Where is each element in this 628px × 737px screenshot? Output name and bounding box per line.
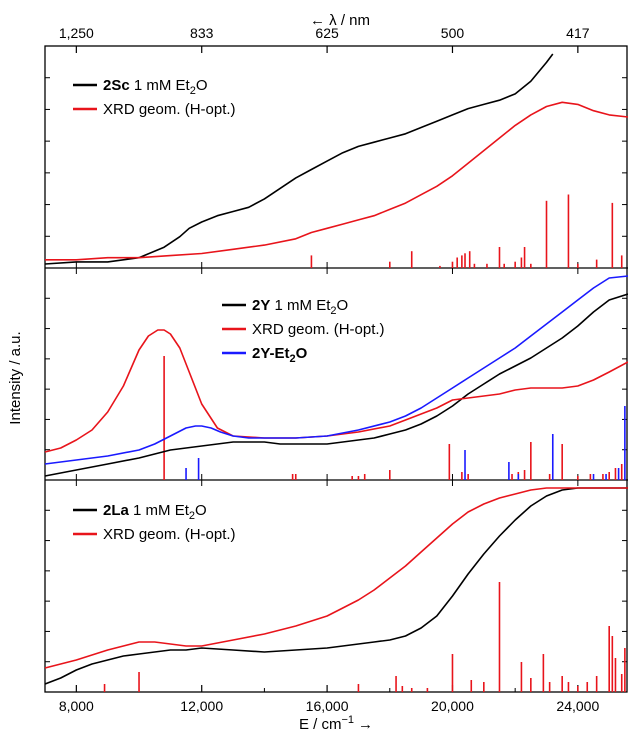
series-line [44, 487, 628, 669]
top-tick-label: 417 [566, 25, 590, 41]
top-axis-title: ← λ / nm [310, 12, 370, 29]
legend-text-part: 1 mM Et [270, 297, 331, 314]
legend-label: 2Y 1 mM Et2O [252, 297, 348, 317]
top-tick-label: 625 [315, 25, 339, 41]
y-axis-title: Intensity / a.u. [7, 331, 24, 424]
series-line [44, 275, 628, 465]
chart-frame [44, 45, 628, 693]
legend-tail: O [196, 77, 208, 94]
series-line [45, 101, 628, 261]
legend-text-part: 1 mM Et [130, 77, 191, 94]
legend-tail: O [296, 345, 308, 362]
top-tick-label: 500 [441, 25, 465, 41]
legend-bold-part: 2Y [252, 297, 270, 314]
x-tick-label: 24,000 [556, 698, 599, 714]
legend-label: XRD geom. (H-opt.) [252, 321, 385, 338]
x-axis-title: E / cm−1 → [299, 714, 373, 733]
legend-subscript: 2 [189, 510, 195, 522]
series-line [44, 53, 554, 265]
legend-bold-part: 2La [103, 502, 130, 519]
legend-bold-part: 2Sc [103, 77, 130, 94]
plot-border [44, 45, 628, 693]
series-line [44, 293, 628, 477]
stick-spectra [103, 194, 626, 692]
legend-subscript: 2 [290, 353, 296, 365]
x-tick-label: 12,000 [180, 698, 223, 714]
series-line [44, 487, 628, 685]
legend-tail: O [337, 297, 349, 314]
legend-label: 2Sc 1 mM Et2O [103, 77, 208, 97]
legend-text-part: XRD geom. (H-opt.) [252, 321, 385, 338]
legend-subscript: 2 [190, 85, 196, 97]
top-tick-label: 1,250 [59, 25, 94, 41]
axis-ticks: 8,000 12,000 16,000 20,000 24,000 1,250 833 625… [45, 25, 627, 714]
legend-label: XRD geom. (H-opt.) [103, 526, 236, 543]
axis-labels: ← λ / nm Intensity / a.u. E / cm−1 → [7, 12, 373, 733]
top-tick-label: 833 [190, 25, 214, 41]
spectrum-lines [44, 53, 628, 685]
legend-label: 2Y-Et2O [252, 345, 308, 365]
legend-bold-part: 2Y-Et [252, 345, 290, 362]
legend-text-part: XRD geom. (H-opt.) [103, 526, 236, 543]
legend-label: 2La 1 mM Et2O [103, 502, 207, 522]
legend-tail: O [195, 502, 207, 519]
x-tick-label: 8,000 [59, 698, 94, 714]
x-tick-label: 16,000 [306, 698, 349, 714]
legend-subscript: 2 [330, 305, 336, 317]
x-tick-label: 20,000 [431, 698, 474, 714]
legend-label: XRD geom. (H-opt.) [103, 101, 236, 118]
legend-text-part: 1 mM Et [129, 502, 190, 519]
legend-text-part: XRD geom. (H-opt.) [103, 101, 236, 118]
